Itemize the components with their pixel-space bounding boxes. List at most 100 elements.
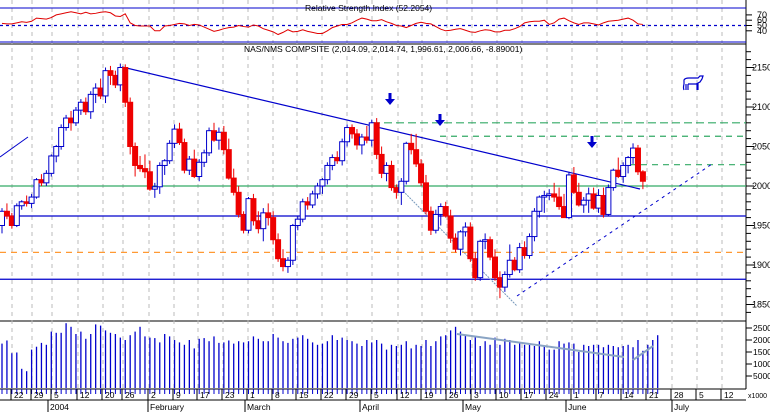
candle-body (171, 128, 178, 144)
candle-body (191, 158, 198, 178)
candle-body (319, 179, 326, 187)
candle-body (634, 147, 641, 173)
day-label: 29 (349, 390, 359, 400)
candle-body (210, 130, 217, 141)
candle-body (324, 164, 331, 181)
candle-body (8, 215, 15, 227)
candle-body (102, 70, 109, 97)
candle-body (146, 171, 153, 190)
candle-body (339, 141, 346, 162)
candle-body (344, 127, 351, 143)
candle-body (457, 231, 464, 250)
candle-body (630, 147, 637, 159)
candle-body (403, 142, 410, 182)
candle-body (334, 157, 341, 162)
candle-body (225, 149, 232, 179)
candle-body (151, 186, 158, 190)
volume-unit-label: x1000 (748, 393, 767, 400)
rsi-tick-label: 40 (757, 26, 767, 36)
candle-body (447, 215, 454, 239)
vertical-gridlines (11, 0, 723, 389)
candle-body (521, 247, 528, 257)
day-label: 28 (674, 390, 684, 400)
left-uptrend-line (0, 136, 29, 158)
candle-body (68, 117, 75, 124)
candle-body (546, 193, 553, 196)
candle-body (432, 213, 439, 231)
candle-body (422, 182, 429, 212)
day-label: 8 (275, 390, 280, 400)
candle-body (92, 87, 99, 95)
candle-body (595, 194, 602, 209)
price-tick-label: 1900 (752, 260, 770, 270)
day-label: 29 (34, 390, 44, 400)
candle-body (260, 212, 267, 230)
rsi-tick-label: 70 (757, 10, 767, 20)
candle-body (33, 179, 40, 198)
price-tick-label: 1850 (752, 300, 770, 310)
candle-body (240, 213, 247, 231)
candle-body (368, 122, 375, 141)
price-title: NAS/NMS COMPSITE (2,014.09, 2,014.74, 1,… (244, 44, 522, 54)
candle-body (38, 179, 45, 184)
candle-body (585, 193, 592, 201)
candle-body (87, 93, 94, 113)
bull-icon (682, 75, 704, 91)
candle-body (358, 136, 365, 146)
month-label: July (674, 402, 690, 412)
day-label: 12 (400, 390, 410, 400)
candle-body (53, 146, 60, 157)
candle-body (107, 70, 114, 76)
arrow-down-icons (385, 93, 597, 148)
candle-body (314, 185, 321, 195)
candle-body (48, 155, 55, 174)
candle-body (487, 239, 494, 258)
volume-tick-label: 25000 (753, 323, 770, 333)
day-label: 1 (250, 390, 255, 400)
day-label: 20 (105, 390, 115, 400)
candle-body (43, 172, 50, 184)
candle-body (462, 226, 469, 233)
rsi-line (1, 11, 643, 36)
candle-body (141, 168, 148, 173)
volume-decline-line (456, 333, 625, 358)
candle-body (112, 74, 119, 86)
downtrend-resistance-line (121, 66, 641, 190)
candle-body (132, 146, 139, 166)
price-y-axis: 2150 2100 2050 2000 1950 1900 1850 (746, 51, 770, 313)
volume-rise-line (632, 345, 654, 361)
day-label: 2 (151, 390, 156, 400)
rsi-title: Relative Strength Index (52.2054) (305, 3, 432, 13)
day-label: 23 (225, 390, 235, 400)
candle-body (3, 210, 10, 217)
candle-body (590, 193, 597, 209)
candle-body (413, 149, 420, 165)
candle-body (235, 191, 242, 215)
candle-body (215, 131, 222, 141)
candle-body (580, 199, 587, 206)
volume-bars (1, 323, 659, 388)
candle-body (625, 157, 632, 166)
support-resistance-lines (0, 122, 746, 280)
day-label: 10 (499, 390, 509, 400)
volume-pane: 25000 20000 15000 10000 5000 x1000 (1, 323, 770, 400)
candle-body (565, 174, 572, 219)
candle-body (117, 67, 124, 86)
candle-body (388, 164, 395, 189)
candle-body (220, 131, 227, 151)
volume-tick-label: 15000 (753, 347, 770, 357)
day-label: 22 (324, 390, 334, 400)
day-label: 7 (599, 390, 604, 400)
candle-body (127, 101, 134, 148)
candle-body (122, 67, 129, 103)
volume-tick-label: 5000 (753, 371, 770, 381)
candle-body (23, 201, 30, 204)
candle-body (196, 161, 203, 178)
volume-y-axis: 25000 20000 15000 10000 5000 (746, 323, 770, 381)
candle-body (245, 198, 252, 231)
candle-body (161, 160, 168, 166)
candle-body (575, 191, 582, 206)
candle-body (270, 217, 277, 241)
candle-body (181, 142, 188, 171)
